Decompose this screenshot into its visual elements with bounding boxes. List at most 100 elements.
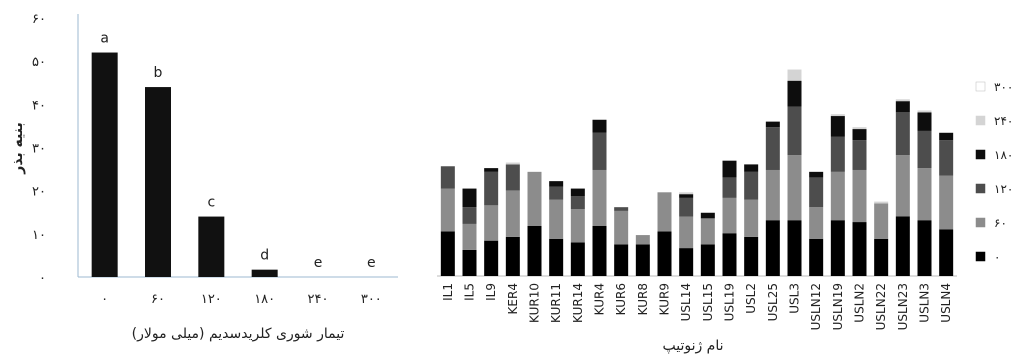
bar-segment — [505, 236, 520, 276]
x-tick-label: USL14 — [679, 283, 693, 321]
bar-segment — [852, 129, 867, 141]
bar-segment — [809, 238, 824, 276]
bar-segment — [874, 203, 889, 239]
legend-swatch — [975, 149, 986, 160]
bar-segment — [679, 216, 694, 249]
bar-segment — [830, 220, 845, 276]
x-tick-label: IL1 — [441, 283, 455, 301]
bar-segment — [722, 177, 737, 198]
x-tick-label: USL15 — [701, 283, 715, 321]
bar-segment — [939, 140, 954, 176]
bar-segment — [614, 210, 629, 245]
x-tick-label: KUR14 — [571, 283, 585, 323]
bar-segment — [462, 223, 477, 250]
bar-segment — [657, 231, 672, 276]
legend-swatch — [975, 183, 986, 194]
bar-segment — [679, 194, 694, 198]
x-tick-label: KUR8 — [636, 283, 650, 315]
x-axis-title: تیمار شوری کلریدسدیم (میلی مولار) — [132, 326, 345, 342]
x-tick-label: USL2 — [744, 283, 758, 314]
bar-segment — [895, 99, 910, 102]
bar-segment — [744, 164, 759, 172]
bar-segment — [635, 235, 650, 245]
bar-segment — [484, 205, 499, 241]
x-tick-label: KUR6 — [614, 283, 628, 315]
bar-segment — [592, 225, 607, 276]
bar-segment — [527, 171, 542, 226]
bar-segment — [570, 242, 585, 276]
x-tick-label: USLN19 — [831, 283, 845, 330]
bar-segment — [484, 240, 499, 276]
bar-segment — [592, 119, 607, 133]
bar-segment — [549, 186, 564, 200]
legend-swatch — [975, 115, 986, 126]
x-tick-label: ۱۸۰ — [254, 292, 275, 307]
bar-segment — [852, 127, 867, 130]
bar-segment — [787, 220, 802, 276]
bar-segment — [440, 166, 455, 189]
x-tick-label: KUR9 — [658, 283, 672, 315]
bar-segment — [852, 169, 867, 223]
bar-segment — [917, 110, 932, 113]
x-tick-label: ۳۰۰ — [361, 292, 382, 307]
bar-segment — [917, 168, 932, 221]
bar-segment — [787, 69, 802, 81]
bar-segment — [700, 218, 715, 245]
bar-segment — [549, 181, 564, 187]
bar-segment — [874, 201, 889, 204]
y-tick-label: ۲۰ — [32, 185, 46, 200]
x-tick-label: IL9 — [484, 283, 498, 301]
bar-segment — [895, 101, 910, 113]
bar-segment — [722, 160, 737, 178]
bar-segment — [722, 233, 737, 276]
legend-swatch — [975, 217, 986, 228]
bar-segment — [765, 220, 780, 276]
legend-label: ۱۲۰ — [994, 182, 1013, 196]
bar-segment — [852, 140, 867, 170]
x-tick-label: KUR10 — [528, 283, 542, 323]
bar-segment — [614, 207, 629, 211]
bar-segment — [679, 248, 694, 276]
significance-letter: e — [314, 255, 323, 271]
x-tick-label: KUR4 — [593, 283, 607, 315]
bar-segment — [462, 207, 477, 224]
bar-segment — [700, 212, 715, 219]
legend-label: ۲۴۰ — [994, 114, 1013, 128]
bar-segment — [700, 244, 715, 276]
y-tick-label: ۳۰ — [32, 142, 46, 157]
bar-segment — [917, 112, 932, 131]
legend-label: ۰ — [994, 250, 1000, 264]
x-tick-label: KER4 — [506, 283, 520, 314]
bar-segment — [939, 132, 954, 141]
bar-segment — [484, 168, 499, 172]
bar-segment — [744, 171, 759, 200]
bar — [251, 269, 278, 277]
bar — [198, 216, 225, 277]
bar-segment — [549, 238, 564, 276]
legend-label: ۳۰۰ — [994, 80, 1013, 94]
x-tick-label: USLN2 — [853, 283, 867, 323]
bar-segment — [874, 238, 889, 276]
bar-segment — [787, 155, 802, 221]
y-tick-label: ۰ — [39, 271, 46, 286]
bar-segment — [505, 162, 520, 165]
x-tick-label: ۲۴۰ — [308, 292, 329, 307]
bar-segment — [917, 130, 932, 169]
x-tick-label: ۱۲۰ — [201, 292, 222, 307]
bar-segment — [592, 169, 607, 226]
bar-segment — [505, 190, 520, 237]
x-tick-label: USLN12 — [809, 283, 823, 330]
bar-segment — [657, 192, 672, 232]
bar-segment — [765, 121, 780, 128]
bar-segment — [830, 171, 845, 221]
bar-segment — [765, 169, 780, 221]
bar-segment — [830, 136, 845, 172]
bar-segment — [570, 188, 585, 197]
bar-segment — [765, 127, 780, 170]
bar — [91, 52, 118, 278]
bar-segment — [505, 164, 520, 191]
bar-segment — [462, 188, 477, 208]
y-tick-label: ۵۰ — [32, 55, 46, 70]
bar-segment — [635, 244, 650, 276]
